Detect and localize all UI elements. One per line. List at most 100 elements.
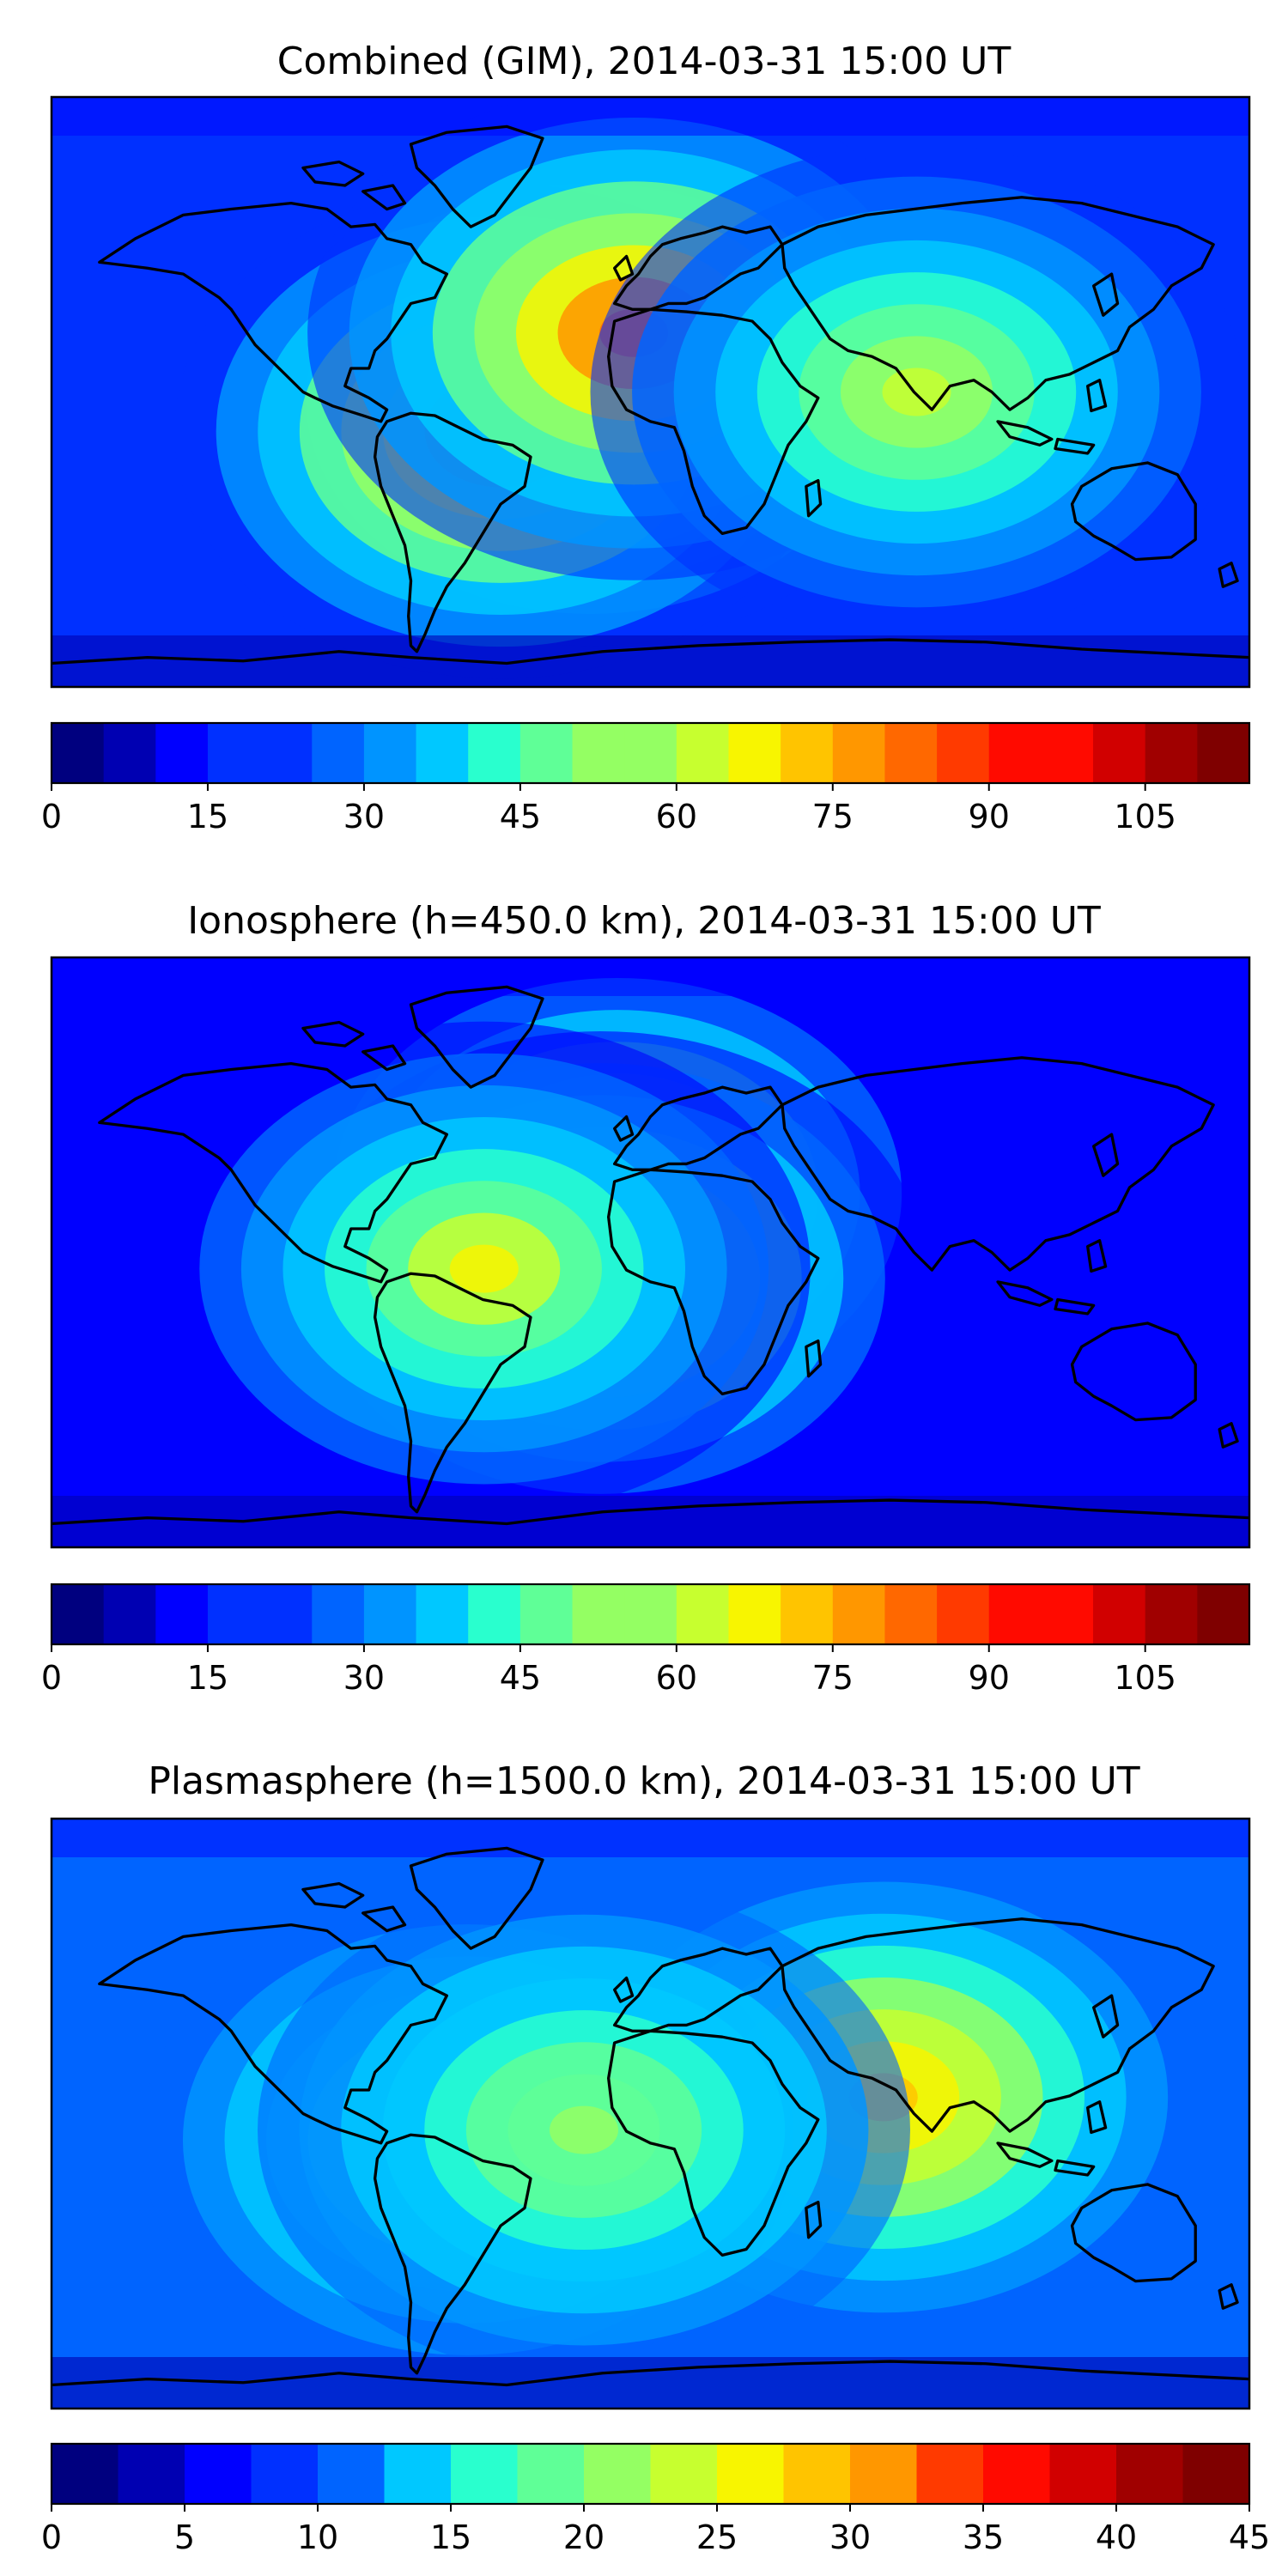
colorbar-segment <box>259 723 313 783</box>
colorbar-tick-label: 105 <box>1114 1659 1176 1697</box>
colorbar-segment <box>185 2444 252 2504</box>
colorbar-tick-label: 30 <box>343 1659 385 1697</box>
colorbar-segment <box>676 1584 730 1644</box>
colorbar-segment <box>207 1584 261 1644</box>
colorbar-tick-label: 10 <box>297 2518 338 2556</box>
colorbar-segment <box>988 723 1042 783</box>
colorbar-segment <box>1145 1584 1198 1644</box>
colorbar-tick-label: 0 <box>41 1659 62 1697</box>
colorbar-tick-label: 15 <box>430 2518 471 2556</box>
colorbar-segment <box>1049 2444 1117 2504</box>
colorbar-segment <box>318 2444 386 2504</box>
colorbar-tick-label: 25 <box>696 2518 738 2556</box>
colorbar-tick-label: 30 <box>343 798 385 835</box>
colorbar-segment <box>916 2444 984 2504</box>
panel-2-colorbar: 0 15 30 45 60 75 90 105 <box>41 1583 1251 1697</box>
colorbar-segment <box>1041 1584 1094 1644</box>
colorbar-segment <box>781 723 834 783</box>
panel-1: 0 15 30 45 60 75 90 105 <box>41 95 1251 835</box>
colorbar-segment <box>988 1584 1042 1644</box>
colorbar-tick-label: 60 <box>656 1659 697 1697</box>
panel-3: 0 5 10 15 20 25 30 35 40 45 <box>41 1817 1270 2556</box>
colorbar-segment <box>451 2444 519 2504</box>
colorbar-segment <box>783 2444 851 2504</box>
colorbar-segment <box>155 1584 209 1644</box>
colorbar-frame <box>50 1583 1251 1646</box>
colorbar-segment <box>312 723 365 783</box>
colorbar-segment <box>118 2444 185 2504</box>
panel-3-colorbar: 0 5 10 15 20 25 30 35 40 45 <box>41 2442 1270 2556</box>
colorbar-segment <box>572 723 625 783</box>
colorbar-segment <box>1041 723 1094 783</box>
panel-1-map-field <box>52 97 1249 687</box>
colorbar-tick-label: 15 <box>187 1659 228 1697</box>
map-frame <box>50 956 1251 1549</box>
map-frame <box>50 1817 1251 2410</box>
colorbar-segment <box>416 723 469 783</box>
map-frame <box>50 95 1251 689</box>
colorbar-tick-label: 0 <box>41 2518 62 2556</box>
colorbar-tick-label: 40 <box>1096 2518 1137 2556</box>
panel-1-title: Combined (GIM), 2014-03-31 15:00 UT <box>276 39 1012 83</box>
colorbar-segment <box>937 723 990 783</box>
colorbar-segment <box>1093 723 1146 783</box>
north-polar-band <box>52 97 1249 136</box>
colorbar-segment <box>259 1584 313 1644</box>
colorbar-segment <box>832 1584 886 1644</box>
colorbar-segment <box>1197 723 1250 783</box>
colorbar-tick-label: 30 <box>829 2518 871 2556</box>
colorbar-segment <box>384 2444 452 2504</box>
colorbar-tick-label: 75 <box>812 798 854 835</box>
colorbar-segment <box>1145 723 1198 783</box>
colorbar-segment <box>850 2444 918 2504</box>
colorbar-segment <box>650 2444 718 2504</box>
colorbar-tick-label: 45 <box>500 1659 541 1697</box>
north-polar-band <box>52 1819 1249 1857</box>
colorbar-tick-label: 45 <box>500 798 541 835</box>
colorbar-segment <box>155 723 209 783</box>
colorbar-segment <box>884 1584 938 1644</box>
panel-2: 0 15 30 45 60 75 90 105 <box>41 956 1251 1697</box>
colorbar-segment <box>781 1584 834 1644</box>
colorbar-tick-label: 60 <box>656 798 697 835</box>
colorbar-segment <box>103 1584 156 1644</box>
colorbar-segment <box>363 723 417 783</box>
hotspot-3-contour-8 <box>449 1244 519 1293</box>
colorbar-segment <box>517 2444 585 2504</box>
colorbar-segment <box>251 2444 319 2504</box>
colorbar-tick-label: 90 <box>969 1659 1010 1697</box>
colorbar-segment <box>103 723 156 783</box>
colorbar-segment <box>624 1584 677 1644</box>
colorbar-tick-label: 90 <box>969 798 1010 835</box>
colorbar-segment <box>584 2444 652 2504</box>
colorbar-segment <box>1116 2444 1184 2504</box>
colorbar-segment <box>624 723 677 783</box>
colorbar-segment <box>363 1584 417 1644</box>
colorbar-segment <box>728 1584 781 1644</box>
north-polar-band <box>52 957 1249 996</box>
panel-1-colorbar: 0 15 30 45 60 75 90 105 <box>41 721 1251 835</box>
colorbar-segment <box>1197 1584 1250 1644</box>
hotspot-4-contour-8 <box>882 368 951 416</box>
colorbar-frame <box>50 721 1251 785</box>
colorbar-segment <box>676 723 730 783</box>
colorbar-tick-label: 5 <box>174 2518 195 2556</box>
colorbar-segment <box>717 2444 785 2504</box>
colorbar-segment <box>1093 1584 1146 1644</box>
colorbar-segment <box>207 723 261 783</box>
colorbar-segment <box>983 2444 1051 2504</box>
colorbar-tick-label: 105 <box>1114 798 1176 835</box>
panel-3-title: Plasmasphere (h=1500.0 km), 2014-03-31 1… <box>148 1759 1140 1803</box>
colorbar-segment <box>832 723 886 783</box>
panel-2-title: Ionosphere (h=450.0 km), 2014-03-31 15:0… <box>187 899 1101 943</box>
colorbar-segment <box>1182 2444 1250 2504</box>
colorbar-frame <box>50 2442 1251 2506</box>
panel-3-map-field <box>52 1819 1249 2409</box>
colorbar-tick-label: 75 <box>812 1659 854 1697</box>
colorbar-tick-label: 35 <box>963 2518 1004 2556</box>
colorbar-segment <box>52 723 105 783</box>
colorbar-segment <box>572 1584 625 1644</box>
colorbar-segment <box>416 1584 469 1644</box>
colorbar-tick-label: 0 <box>41 798 62 835</box>
